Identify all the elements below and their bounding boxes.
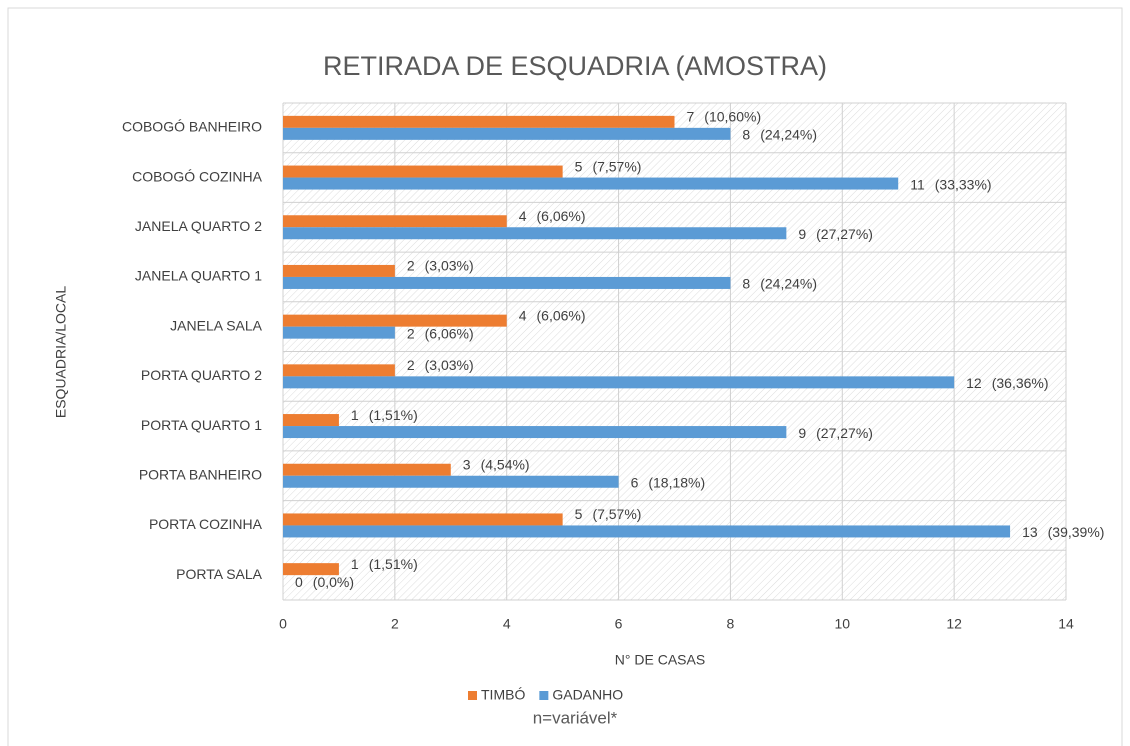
x-tick-label: 14	[1058, 616, 1074, 632]
y-tick-label: PORTA QUARTO 1	[141, 417, 262, 433]
bar	[283, 525, 1011, 538]
legend-swatch	[468, 691, 477, 700]
legend-label: GADANHO	[552, 687, 623, 703]
data-label: 1	[351, 556, 359, 572]
bar	[283, 115, 675, 128]
bar	[283, 227, 787, 240]
data-label: 5	[575, 158, 583, 174]
data-label: 1	[351, 407, 359, 423]
bar	[283, 326, 395, 339]
legend-label: TIMBÓ	[481, 687, 525, 703]
percent-label: (1,51%)	[369, 407, 418, 423]
x-tick-label: 8	[727, 616, 735, 632]
percent-label: (3,03%)	[425, 357, 474, 373]
bar	[283, 364, 395, 377]
percent-label: (1,51%)	[369, 556, 418, 572]
data-label: 5	[575, 506, 583, 522]
y-tick-label: PORTA QUARTO 2	[141, 367, 262, 383]
bar	[283, 563, 339, 576]
y-tick-label: JANELA QUARTO 2	[135, 218, 262, 234]
bar	[283, 314, 507, 327]
data-label: 2	[407, 325, 415, 341]
data-label: 2	[407, 258, 415, 274]
bar	[283, 276, 731, 289]
percent-label: (33,33%)	[935, 176, 992, 192]
data-label: 2	[407, 357, 415, 373]
y-tick-label: PORTA SALA	[176, 566, 263, 582]
data-label: 12	[966, 375, 982, 391]
data-label: 9	[798, 425, 806, 441]
percent-label: (10,60%)	[704, 109, 761, 125]
bar	[283, 376, 955, 389]
y-tick-label: JANELA SALA	[170, 317, 262, 333]
y-tick-label: COBOGÓ COZINHA	[132, 168, 263, 184]
x-axis-label: N° DE CASAS	[615, 652, 705, 668]
percent-label: (27,27%)	[816, 425, 873, 441]
x-tick-label: 6	[615, 616, 623, 632]
percent-label: (6,06%)	[537, 208, 586, 224]
percent-label: (4,54%)	[481, 456, 530, 472]
percent-label: (24,24%)	[760, 127, 817, 143]
bar	[283, 264, 395, 277]
percent-label: (7,57%)	[592, 506, 641, 522]
bar	[283, 127, 731, 140]
data-label: 6	[631, 474, 639, 490]
data-label: 8	[742, 276, 750, 292]
data-label: 0	[295, 574, 303, 590]
data-label: 4	[519, 307, 527, 323]
data-label: 4	[519, 208, 527, 224]
y-tick-label: COBOGÓ BANHEIRO	[122, 119, 262, 135]
data-label: 9	[798, 226, 806, 242]
y-axis-label: ESQUADRIA/LOCAL	[53, 286, 69, 418]
percent-label: (7,57%)	[592, 158, 641, 174]
percent-label: (18,18%)	[648, 474, 705, 490]
bar	[283, 513, 563, 526]
bar	[283, 426, 787, 439]
bar	[283, 475, 619, 488]
note: n=variável*	[533, 708, 618, 727]
bar	[283, 177, 899, 190]
data-label: 8	[742, 127, 750, 143]
y-tick-label: PORTA COZINHA	[149, 516, 263, 532]
percent-label: (39,39%)	[1048, 524, 1105, 540]
y-tick-label: JANELA QUARTO 1	[135, 268, 262, 284]
bar	[283, 165, 563, 178]
legend-swatch	[539, 691, 549, 700]
x-tick-label: 12	[946, 616, 962, 632]
bar	[283, 215, 507, 228]
x-tick-label: 10	[834, 616, 850, 632]
percent-label: (3,03%)	[425, 258, 474, 274]
data-label: 11	[910, 176, 925, 192]
percent-label: (36,36%)	[992, 375, 1049, 391]
data-label: 13	[1022, 524, 1038, 540]
percent-label: (6,06%)	[425, 325, 474, 341]
bar	[283, 414, 339, 427]
bar	[283, 463, 451, 476]
chart-title: RETIRADA DE ESQUADRIA (AMOSTRA)	[323, 51, 827, 81]
x-tick-label: 4	[503, 616, 511, 632]
percent-label: (27,27%)	[816, 226, 873, 242]
y-tick-label: PORTA BANHEIRO	[139, 466, 262, 482]
data-label: 7	[687, 109, 695, 125]
percent-label: (24,24%)	[760, 276, 817, 292]
x-tick-label: 2	[391, 616, 399, 632]
x-tick-label: 0	[279, 616, 287, 632]
percent-label: (6,06%)	[537, 307, 586, 323]
percent-label: (0,0%)	[313, 574, 354, 590]
data-label: 3	[463, 456, 471, 472]
